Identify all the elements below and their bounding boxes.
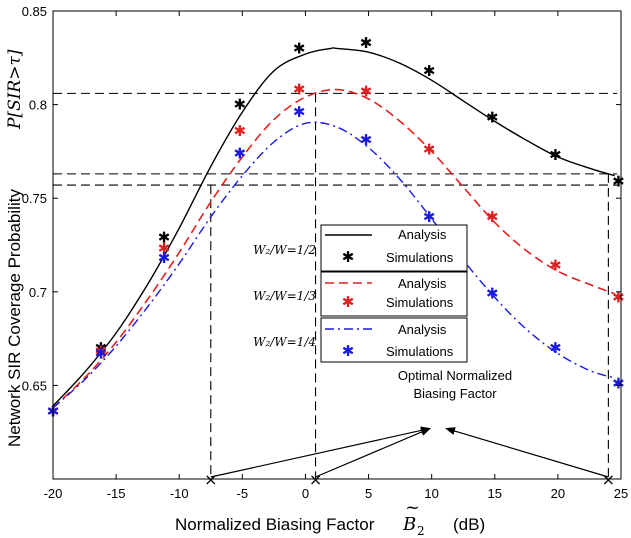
y-tick-label: 0.8 [29, 98, 47, 113]
y-tick-label: 0.85 [22, 4, 47, 19]
axes-frame [52, 10, 622, 480]
simulation-point: ✱ [423, 208, 436, 226]
simulation-point: ✱ [95, 339, 108, 357]
simulation-point: ✱ [486, 208, 499, 226]
analysis-curves [52, 47, 615, 409]
simulation-point: ✱ [423, 141, 436, 159]
x-axis-unit: (dB) [453, 515, 485, 534]
simulation-point: ✱ [293, 103, 306, 121]
y-tick-label: 0.75 [22, 191, 47, 206]
axis-ticks: -20 -15 -10 -5 0 5 10 15 20 25 0.65 0.7 0.75 0.8 0.85 [22, 4, 629, 501]
legend-group-label-1: W₂/W=1/2 [253, 243, 316, 257]
y-tick-label: 0.7 [29, 285, 47, 300]
x-tick-label: -20 [44, 486, 63, 501]
legend-group-label-3: W₂/W=1/4 [253, 335, 316, 349]
simulation-point: ✱ [549, 257, 562, 275]
legend-marker-black: ✱ [342, 248, 355, 266]
legend-group-label-2: W₂/W=1/3 [253, 289, 316, 303]
y-axis-symbol: P[SIR>τ] [5, 49, 25, 130]
legend-marker-blue: ✱ [342, 342, 355, 360]
optimal-point-marker: × [204, 470, 217, 489]
analysis-curve-dashed [52, 88, 615, 409]
x-tick-label: 10 [424, 486, 438, 501]
simulation-point: ✱ [293, 81, 306, 99]
y-axis-label: Network SIR Coverage Probability [5, 189, 24, 447]
annotation-line-1: Optimal Normalized [398, 368, 512, 383]
x-tick-label: 20 [551, 486, 565, 501]
legend-label-analysis-2: Analysis [398, 276, 447, 291]
legend-label-analysis-3: Analysis [398, 322, 447, 337]
annotation-line-2: Biasing Factor [413, 386, 497, 401]
simulation-point: ✱ [234, 144, 247, 162]
simulation-point: ✱ [234, 96, 247, 114]
simulation-markers: ✱✱✱✱✱ ✱✱✱✱✱✱✱✱✱✱ ✱✱✱✱✱✱✱✱✱✱✱✱✱✱✱ [47, 34, 625, 421]
simulation-point: ✱ [612, 172, 625, 190]
x-axis-title: Normalized Biasing Factor ~ B 2 (dB) [175, 497, 485, 538]
simulation-point: ✱ [549, 339, 562, 357]
x-tick-label: 25 [614, 486, 628, 501]
x-axis-symbol: B [402, 514, 416, 535]
simulation-point: ✱ [293, 39, 306, 57]
simulation-point: ✱ [95, 343, 108, 361]
simulation-point: ✱ [612, 375, 625, 393]
legend-box-2 [320, 271, 468, 317]
legend-box-1 [320, 224, 468, 272]
legend-box-3 [320, 317, 468, 363]
annotation-arrow [210, 426, 431, 478]
simulation-point: ✱ [423, 62, 436, 80]
annotation-arrows: × × × [204, 426, 615, 489]
simulation-point: ✱ [549, 146, 562, 164]
simulation-point: ✱ [360, 131, 373, 149]
simulation-point: ✱ [158, 240, 171, 258]
x-tick-label: -10 [170, 486, 189, 501]
simulation-point: ✱ [486, 285, 499, 303]
x-axis-label: Normalized Biasing Factor [175, 515, 375, 534]
simulation-point: ✱ [486, 109, 499, 127]
legend: ✱ ✱ ✱ Analysis Simulations Analysis Simu… [253, 224, 468, 363]
simulation-point: ✱ [360, 82, 373, 100]
simulation-point: ✱ [95, 345, 108, 363]
x-axis-symbol-subscript: 2 [417, 524, 425, 538]
y-axis-title: Network SIR Coverage Probability P[SIR>τ… [5, 49, 25, 447]
simulation-point: ✱ [234, 122, 247, 140]
reference-lines [53, 92, 618, 479]
legend-label-simulations-3: Simulations [386, 344, 454, 359]
simulation-point: ✱ [158, 229, 171, 247]
simulation-point: ✱ [612, 288, 625, 306]
optimal-point-marker: × [602, 470, 615, 489]
x-axis-symbol-tilde: ~ [405, 497, 420, 518]
x-tick-label: 5 [365, 486, 372, 501]
simulation-point: ✱ [360, 34, 373, 52]
optimal-point-marker: × [309, 470, 322, 489]
x-tick-label: -5 [237, 486, 249, 501]
analysis-curve-solid [52, 47, 615, 407]
legend-marker-red: ✱ [342, 293, 355, 311]
annotation-arrow [445, 427, 609, 478]
simulation-point: ✱ [158, 249, 171, 267]
x-tick-label: 15 [488, 486, 502, 501]
x-tick-label: -15 [107, 486, 126, 501]
analysis-curve-dashdot [52, 121, 615, 409]
annotation-arrow [315, 427, 431, 478]
x-tick-label: 0 [302, 486, 309, 501]
legend-label-simulations-1: Simulations [386, 250, 454, 265]
y-tick-label: 0.65 [22, 378, 47, 393]
legend-label-analysis-1: Analysis [398, 227, 447, 242]
legend-label-simulations-2: Simulations [386, 295, 454, 310]
